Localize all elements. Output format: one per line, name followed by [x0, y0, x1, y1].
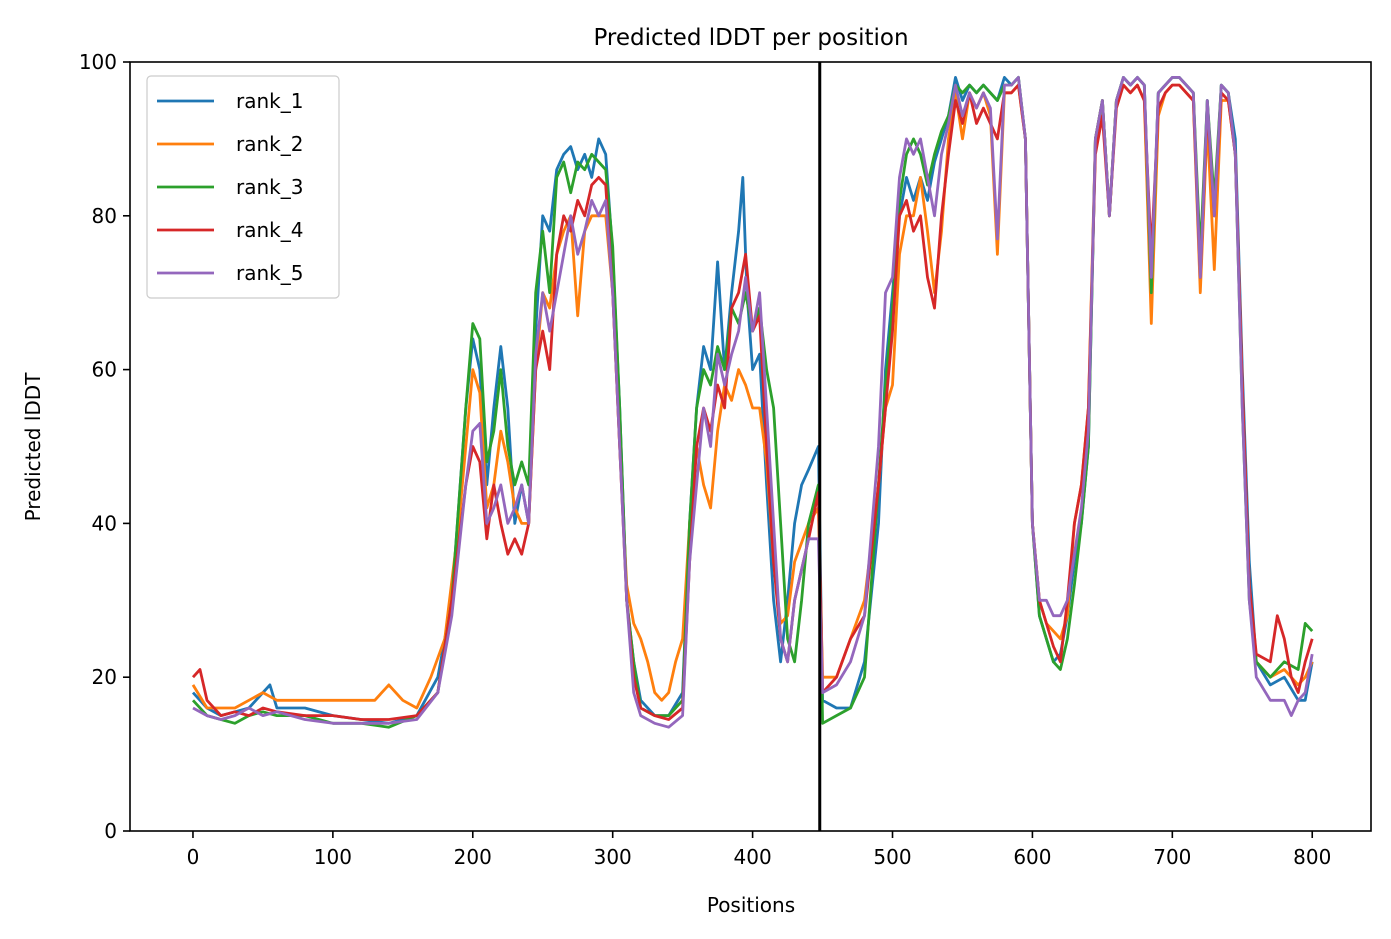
y-tick-label: 0	[104, 819, 117, 843]
y-tick-label: 100	[79, 50, 117, 74]
series-line-rank_3	[191, 76, 1314, 729]
series-line-rank_1	[191, 76, 1314, 725]
x-tick-label: 100	[314, 845, 352, 869]
legend-label-rank_1: rank_1	[236, 89, 303, 113]
x-tick-label: 600	[1013, 845, 1051, 869]
x-tick-label: 700	[1153, 845, 1191, 869]
x-tick-label: 500	[873, 845, 911, 869]
y-axis: 0 20 40 60 80 100	[79, 50, 130, 843]
legend: rank_1 rank_2 rank_3 rank_4 rank_5	[146, 75, 340, 299]
x-tick-label: 200	[454, 845, 492, 869]
y-tick-label: 60	[92, 358, 117, 382]
x-tick-label: 400	[734, 845, 772, 869]
legend-box	[146, 75, 340, 299]
legend-label-rank_3: rank_3	[236, 175, 303, 199]
x-tick-label: 800	[1293, 845, 1331, 869]
plot-area	[191, 62, 1314, 831]
y-tick-label: 40	[92, 511, 117, 535]
legend-label-rank_5: rank_5	[236, 261, 303, 285]
series-line-rank_4	[191, 83, 1314, 721]
plot-frame	[129, 61, 1372, 832]
chart-title: Predicted lDDT per position	[593, 25, 908, 51]
x-tick-label: 300	[594, 845, 632, 869]
x-tick-label: 0	[187, 845, 200, 869]
y-axis-label: Predicted lDDT	[21, 372, 45, 522]
series-line-rank_5	[192, 76, 1314, 729]
x-axis-label: Positions	[707, 893, 795, 917]
y-tick-label: 20	[92, 665, 117, 689]
legend-label-rank_4: rank_4	[236, 218, 303, 242]
x-axis: 0 100 200 300 400 500 600 700 800	[187, 831, 1331, 869]
series-line-rank_2	[191, 83, 1314, 710]
y-tick-label: 80	[92, 204, 117, 228]
legend-label-rank_2: rank_2	[236, 132, 303, 156]
